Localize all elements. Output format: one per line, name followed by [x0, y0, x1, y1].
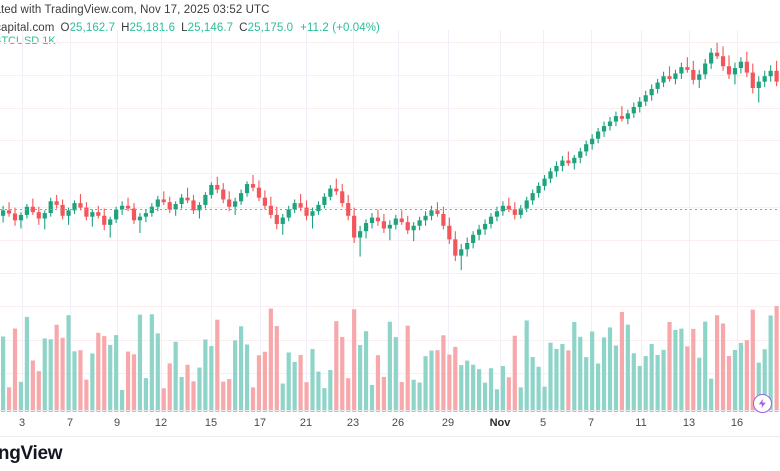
time-axis-label: 26 — [391, 417, 405, 429]
close-number: 25,175.0 — [247, 22, 294, 34]
time-axis-label: 15 — [204, 417, 218, 429]
high-number: 25,181.6 — [129, 22, 176, 34]
time-axis-label: 7 — [66, 417, 74, 429]
low-label: L — [181, 22, 188, 34]
time-axis-label: 12 — [154, 417, 168, 429]
time-axis-label: 11 — [635, 417, 647, 429]
time-axis-label: 23 — [346, 417, 360, 429]
footer-bar: TradingView — [0, 436, 780, 471]
time-axis-label: 21 — [299, 417, 313, 429]
high-label: H — [121, 22, 130, 34]
candlesticks — [1, 42, 779, 271]
open-number: 25,162.7 — [69, 22, 116, 34]
price-chart-plot-area[interactable] — [0, 30, 780, 412]
open-label: O — [60, 22, 70, 34]
time-axis-label: 9 — [113, 417, 121, 429]
close-value: C25,175.0 — [239, 22, 293, 34]
ohlc-legend: crypto.capital.comO25,162.7H25,181.6L25,… — [0, 22, 380, 34]
symbol-label: crypto.capital.com — [0, 22, 55, 34]
time-axis-label: 3 — [18, 417, 26, 429]
change-value: +11.2 (+0.04%) — [300, 22, 380, 34]
secondary-symbol-label: BTCUSD 1K — [0, 35, 56, 47]
lightning-bolt-icon[interactable] — [753, 394, 772, 413]
close-label: C — [239, 22, 248, 34]
attribution-text: Generated with TradingView.com, Nov 17, … — [0, 4, 270, 16]
time-axis-label: 29 — [441, 417, 455, 429]
open-value: O25,162.7 — [60, 22, 115, 34]
high-value: H25,181.6 — [121, 22, 175, 34]
time-axis-label: 17 — [253, 417, 267, 429]
time-axis-label: 16 — [730, 417, 744, 429]
volume-bars — [1, 306, 779, 412]
time-axis-label: 7 — [587, 417, 595, 429]
tradingview-logo: TradingView — [0, 443, 63, 464]
low-value: L25,146.7 — [181, 22, 233, 34]
time-axis[interactable]: 3 7 9 12 15 17 21 23 26 29 Nov 5 7 11 13 16 — [0, 410, 780, 437]
time-axis-label: Nov — [489, 417, 511, 429]
time-axis-label: 5 — [539, 417, 547, 429]
time-axis-label: 13 — [682, 417, 696, 429]
low-number: 25,146.7 — [187, 22, 234, 34]
